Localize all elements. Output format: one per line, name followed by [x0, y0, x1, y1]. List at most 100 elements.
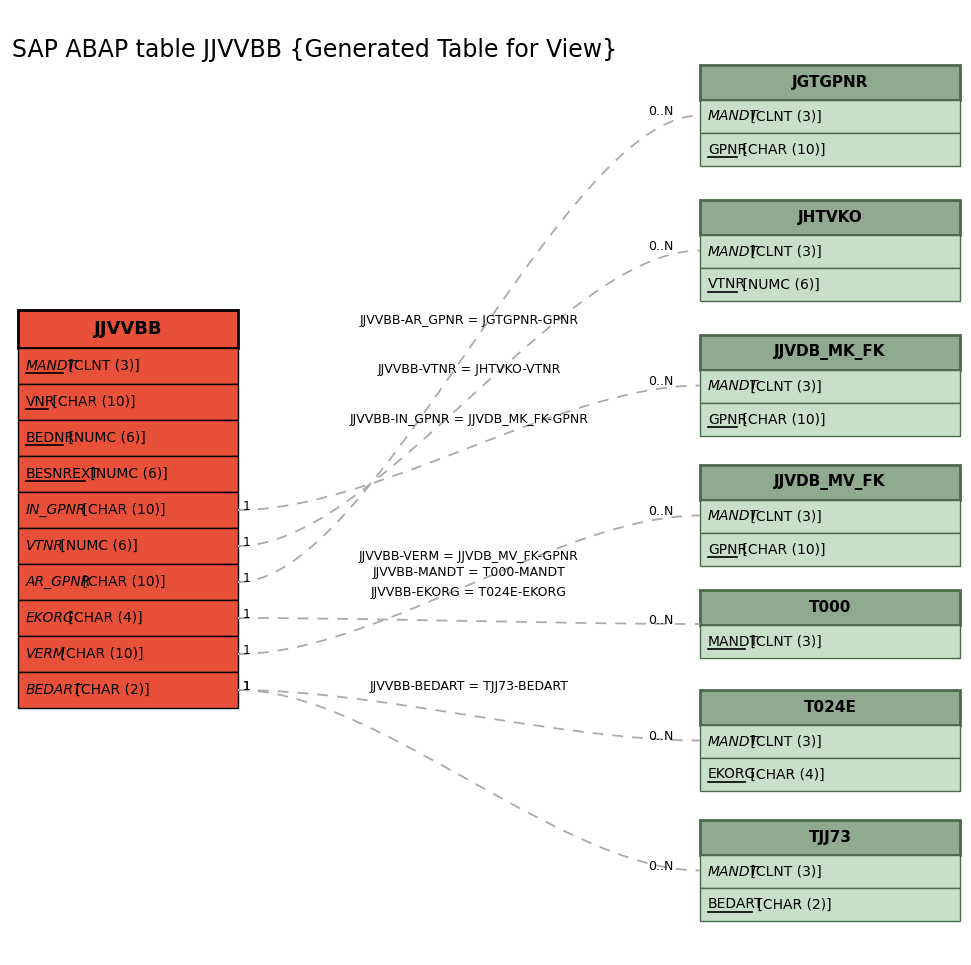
Text: [CHAR (4)]: [CHAR (4)] [746, 767, 824, 782]
Text: VTNR: VTNR [708, 278, 746, 291]
Text: JJVVBB-EKORG = T024E-EKORG: JJVVBB-EKORG = T024E-EKORG [371, 586, 567, 599]
Text: [CLNT (3)]: [CLNT (3)] [746, 510, 821, 523]
Text: [NUMC (6)]: [NUMC (6)] [63, 431, 146, 445]
Text: T000: T000 [809, 600, 852, 615]
Text: JJVVBB-MANDT = T000-MANDT: JJVVBB-MANDT = T000-MANDT [373, 565, 565, 579]
Text: [CHAR (10)]: [CHAR (10)] [79, 575, 166, 589]
Text: VERM: VERM [26, 647, 66, 661]
Text: AR_GPNR: AR_GPNR [26, 575, 91, 589]
Text: VNR: VNR [26, 395, 55, 409]
Bar [700, 725, 960, 758]
Bar [18, 420, 238, 456]
Text: 1: 1 [243, 680, 251, 694]
Text: BEDART: BEDART [708, 897, 763, 912]
Bar [18, 310, 238, 348]
Text: [CHAR (10)]: [CHAR (10)] [49, 395, 136, 409]
Text: 1: 1 [243, 501, 251, 513]
Text: JJVVBB-VTNR = JHTVKO-VTNR: JJVVBB-VTNR = JHTVKO-VTNR [378, 363, 560, 376]
Bar [700, 65, 960, 100]
Text: [CHAR (4)]: [CHAR (4)] [63, 611, 142, 625]
Text: [CLNT (3)]: [CLNT (3)] [746, 244, 821, 259]
Text: EKORG: EKORG [26, 611, 75, 625]
Text: [CHAR (2)]: [CHAR (2)] [71, 683, 150, 697]
Text: MANDT: MANDT [26, 359, 77, 373]
Text: 1: 1 [243, 645, 251, 657]
Bar [700, 403, 960, 436]
Text: [NUMC (6)]: [NUMC (6)] [86, 467, 168, 481]
Text: MANDT: MANDT [708, 244, 759, 259]
Text: GPNR: GPNR [708, 412, 747, 427]
Bar [700, 758, 960, 791]
Text: [CLNT (3)]: [CLNT (3)] [746, 635, 821, 648]
Text: MANDT: MANDT [708, 510, 759, 523]
Bar [700, 268, 960, 301]
Bar [700, 235, 960, 268]
Bar [700, 133, 960, 166]
Bar [18, 600, 238, 636]
Text: SAP ABAP table JJVVBB {Generated Table for View}: SAP ABAP table JJVVBB {Generated Table f… [12, 38, 618, 62]
Bar [700, 465, 960, 500]
Text: [CHAR (10)]: [CHAR (10)] [79, 503, 166, 517]
Text: GPNR: GPNR [708, 542, 747, 557]
Text: JJVDB_MK_FK: JJVDB_MK_FK [774, 345, 886, 361]
Text: [NUMC (6)]: [NUMC (6)] [738, 278, 820, 291]
Text: [CLNT (3)]: [CLNT (3)] [746, 865, 821, 878]
Text: JJVVBB-VERM = JJVDB_MV_FK-GPNR: JJVVBB-VERM = JJVDB_MV_FK-GPNR [359, 550, 579, 563]
Bar [18, 672, 238, 708]
Bar [700, 855, 960, 888]
Text: 0..N: 0..N [648, 505, 673, 518]
Text: [CHAR (10)]: [CHAR (10)] [56, 647, 144, 661]
Text: GPNR: GPNR [708, 143, 747, 156]
Text: MANDT: MANDT [708, 734, 759, 749]
Bar [700, 335, 960, 370]
Bar [700, 370, 960, 403]
Text: BEDART: BEDART [26, 683, 83, 697]
Bar [18, 636, 238, 672]
Text: JJVVBB: JJVVBB [94, 320, 162, 338]
Text: JJVDB_MV_FK: JJVDB_MV_FK [774, 475, 886, 490]
Text: MANDT: MANDT [708, 865, 759, 878]
Bar [700, 888, 960, 921]
Bar [700, 533, 960, 566]
Text: 0..N: 0..N [648, 614, 673, 626]
Text: IN_GPNR: IN_GPNR [26, 503, 86, 517]
Bar [18, 348, 238, 384]
Bar [18, 564, 238, 600]
Bar [700, 625, 960, 658]
Bar [700, 690, 960, 725]
Text: [CLNT (3)]: [CLNT (3)] [63, 359, 139, 373]
Bar [18, 528, 238, 564]
Text: 1: 1 [243, 680, 251, 694]
Text: 1: 1 [243, 609, 251, 621]
Text: [CHAR (10)]: [CHAR (10)] [738, 542, 825, 557]
Text: MANDT: MANDT [708, 109, 759, 124]
Text: MANDT: MANDT [708, 379, 759, 394]
Text: [NUMC (6)]: [NUMC (6)] [56, 539, 138, 553]
Text: 0..N: 0..N [648, 730, 673, 743]
Text: BESNREXT: BESNREXT [26, 467, 100, 481]
Text: JJVVBB-AR_GPNR = JGTGPNR-GPNR: JJVVBB-AR_GPNR = JGTGPNR-GPNR [359, 314, 579, 327]
Text: EKORG: EKORG [708, 767, 756, 782]
Text: T024E: T024E [804, 700, 856, 715]
Text: 0..N: 0..N [648, 105, 673, 118]
Text: [CHAR (2)]: [CHAR (2)] [753, 897, 831, 912]
Bar [18, 456, 238, 492]
Text: 1: 1 [243, 572, 251, 586]
Text: 0..N: 0..N [648, 860, 673, 873]
Text: [CHAR (10)]: [CHAR (10)] [738, 412, 825, 427]
Text: 0..N: 0..N [648, 240, 673, 253]
Text: [CLNT (3)]: [CLNT (3)] [746, 734, 821, 749]
Text: JGTGPNR: JGTGPNR [791, 75, 868, 90]
Text: JJVVBB-IN_GPNR = JJVDB_MK_FK-GPNR: JJVVBB-IN_GPNR = JJVDB_MK_FK-GPNR [350, 413, 588, 426]
Text: JHTVKO: JHTVKO [797, 210, 862, 225]
Text: [CLNT (3)]: [CLNT (3)] [746, 379, 821, 394]
Bar [18, 492, 238, 528]
Text: JJVVBB-BEDART = TJJ73-BEDART: JJVVBB-BEDART = TJJ73-BEDART [370, 680, 568, 693]
Bar [700, 500, 960, 533]
Text: 0..N: 0..N [648, 375, 673, 388]
Bar [700, 200, 960, 235]
Bar [700, 820, 960, 855]
Text: VTNR: VTNR [26, 539, 64, 553]
Text: [CHAR (10)]: [CHAR (10)] [738, 143, 825, 156]
Text: 1: 1 [243, 537, 251, 549]
